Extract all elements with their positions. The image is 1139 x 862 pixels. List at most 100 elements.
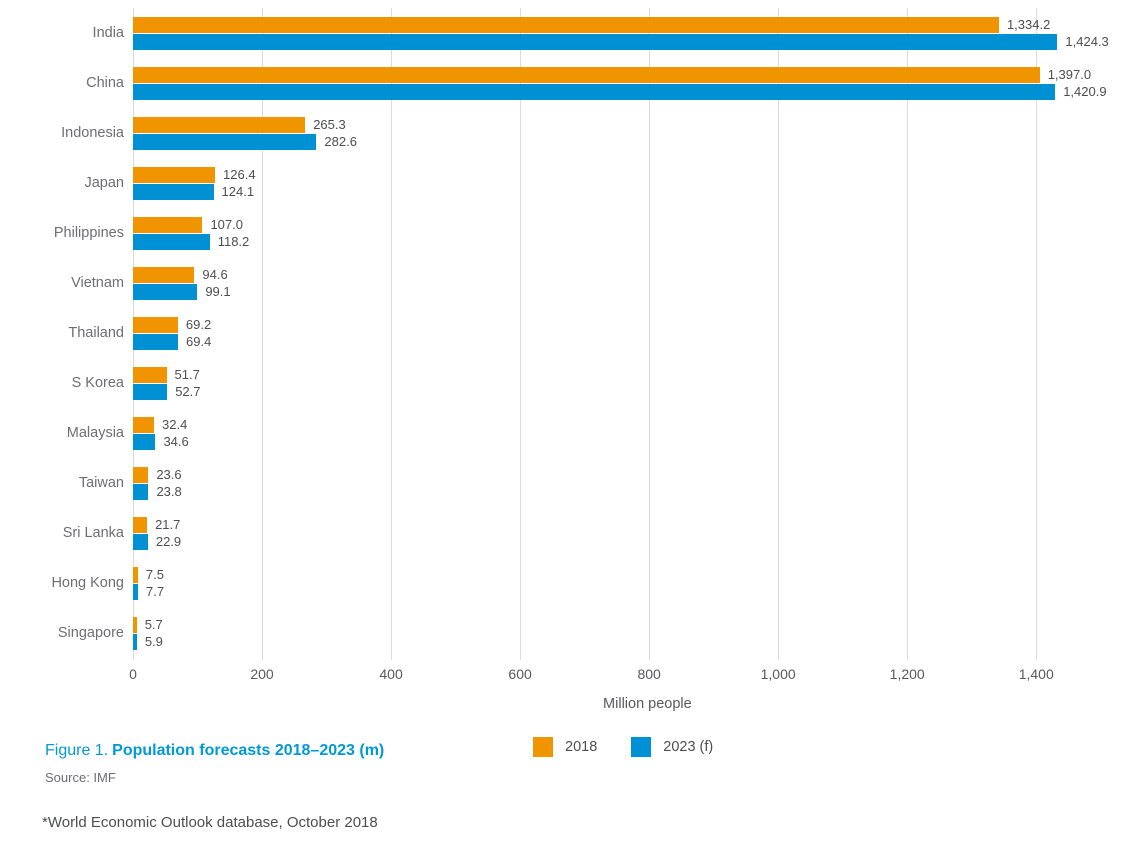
bar-line: 265.3 <box>133 116 1139 133</box>
bar-value-label: 22.9 <box>155 533 182 549</box>
x-axis-title: Million people <box>603 696 692 712</box>
bar-2018 <box>133 216 203 233</box>
bar-line: 282.6 <box>133 133 1139 150</box>
legend-item: 2023 (f) <box>631 737 713 757</box>
bar-line: 52.7 <box>133 383 1139 400</box>
bar-2023 (f) <box>133 33 1058 50</box>
gridline <box>520 8 522 660</box>
x-axis: 0 200 400 600 800 1,000 1,200 1,400 <box>129 666 1133 690</box>
bar-group: 126.4 124.1 <box>133 166 1139 200</box>
x-tick-label: 1,000 <box>760 666 796 682</box>
legend-label: 2018 <box>565 739 598 755</box>
category-label: Sri Lanka <box>62 525 124 541</box>
bar-group: 23.6 23.8 <box>133 466 1139 500</box>
x-tick-label: 1,400 <box>1018 666 1054 682</box>
report-figure-page: India 1,334.2 1,424.3 China 1,397.0 1,420.9 In… <box>0 8 1139 831</box>
category-label: Philippines <box>53 225 124 241</box>
chart-row: Taiwan 23.6 23.8 <box>0 458 1139 508</box>
bar-value-label: 23.6 <box>156 466 182 482</box>
bar-line: 69.2 <box>133 316 1139 333</box>
bar-value-label: 69.4 <box>186 333 212 349</box>
plot-area: India 1,334.2 1,424.3 China 1,397.0 1,420.9 In… <box>0 8 1139 660</box>
bar-2023 (f) <box>133 233 210 250</box>
bar-value-label: 52.7 <box>175 383 201 399</box>
bar-line: 22.9 <box>133 533 1139 550</box>
chart-footer: Figure 1. Population forecasts 2018–2023 … <box>0 712 1139 862</box>
bar-2023 (f) <box>133 383 168 400</box>
chart-row: S Korea 51.7 52.7 <box>0 358 1139 408</box>
bar-2023 (f) <box>133 583 138 600</box>
category-label: Thailand <box>68 325 124 341</box>
bar-group: 69.2 69.4 <box>133 316 1139 350</box>
bar-value-label: 1,334.2 <box>1006 16 1051 32</box>
bar-2023 (f) <box>133 633 137 650</box>
legend-swatch <box>533 737 553 757</box>
bar-line: 5.7 <box>133 616 1139 633</box>
x-tick-label: 0 <box>129 666 137 682</box>
bar-value-label: 5.7 <box>144 616 163 632</box>
category-label: S Korea <box>71 375 124 391</box>
bar-value-label: 124.1 <box>221 183 255 199</box>
bar-value-label: 107.0 <box>210 216 243 232</box>
chart-row: Philippines 107.0 118.2 <box>0 208 1139 258</box>
bar-2023 (f) <box>133 283 198 300</box>
bar-line: 32.4 <box>133 416 1139 433</box>
bar-group: 1,334.2 1,424.3 <box>133 16 1139 50</box>
category-label: India <box>92 25 124 41</box>
chart-row: Malaysia 32.4 34.6 <box>0 408 1139 458</box>
x-tick-label: 400 <box>379 666 403 682</box>
chart-row: Vietnam 94.6 99.1 <box>0 258 1139 308</box>
bar-value-label: 23.8 <box>156 483 182 499</box>
bar-value-label: 282.6 <box>324 133 357 149</box>
figure-caption-prefix: Figure 1. <box>45 742 109 759</box>
chart-rows: India 1,334.2 1,424.3 China 1,397.0 1,420.9 In… <box>0 8 1139 658</box>
bar-line: 7.7 <box>133 583 1139 600</box>
bar-value-label: 34.6 <box>163 433 189 449</box>
bar-2018 <box>133 16 999 33</box>
bar-line: 23.6 <box>133 466 1139 483</box>
chart-row: Hong Kong 7.5 7.7 <box>0 558 1139 608</box>
x-tick-label: 600 <box>508 666 532 682</box>
bar-line: 34.6 <box>133 433 1139 450</box>
bar-value-label: 51.7 <box>174 366 200 382</box>
chart-legend: 2018 2023 (f) <box>533 737 713 757</box>
bar-line: 7.5 <box>133 566 1139 583</box>
x-tick-label: 800 <box>637 666 661 682</box>
bar-2018 <box>133 266 195 283</box>
x-tick-label: 200 <box>250 666 274 682</box>
gridline <box>262 8 264 660</box>
bar-2018 <box>133 416 155 433</box>
bar-line: 99.1 <box>133 283 1139 300</box>
population-bar-chart: India 1,334.2 1,424.3 China 1,397.0 1,420.9 In… <box>0 8 1139 712</box>
bar-2018 <box>133 516 148 533</box>
bar-line: 23.8 <box>133 483 1139 500</box>
category-label: China <box>86 75 124 91</box>
bar-line: 21.7 <box>133 516 1139 533</box>
bar-value-label: 69.2 <box>185 316 212 332</box>
gridline <box>778 8 780 660</box>
bar-2023 (f) <box>133 83 1056 100</box>
bar-group: 5.7 5.9 <box>133 616 1139 650</box>
chart-row: Thailand 69.2 69.4 <box>0 308 1139 358</box>
category-label: Indonesia <box>61 125 124 141</box>
bar-group: 1,397.0 1,420.9 <box>133 66 1139 100</box>
gridline <box>649 8 651 660</box>
gridline <box>1036 8 1038 660</box>
bar-line: 94.6 <box>133 266 1139 283</box>
bar-2018 <box>133 466 149 483</box>
bar-group: 107.0 118.2 <box>133 216 1139 250</box>
bar-value-label: 1,424.3 <box>1065 33 1109 49</box>
bar-2023 (f) <box>133 133 317 150</box>
bar-2023 (f) <box>133 533 148 550</box>
bar-2018 <box>133 366 167 383</box>
bar-line: 69.4 <box>133 333 1139 350</box>
bar-group: 32.4 34.6 <box>133 416 1139 450</box>
bar-line: 118.2 <box>133 233 1139 250</box>
bar-value-label: 94.6 <box>202 266 228 282</box>
source-note: Source: IMF <box>45 770 116 785</box>
legend-swatch <box>631 737 652 757</box>
bar-value-label: 7.5 <box>145 566 164 582</box>
bar-value-label: 1,397.0 <box>1047 66 1092 82</box>
bar-2018 <box>133 566 138 583</box>
category-label: Singapore <box>57 625 124 641</box>
